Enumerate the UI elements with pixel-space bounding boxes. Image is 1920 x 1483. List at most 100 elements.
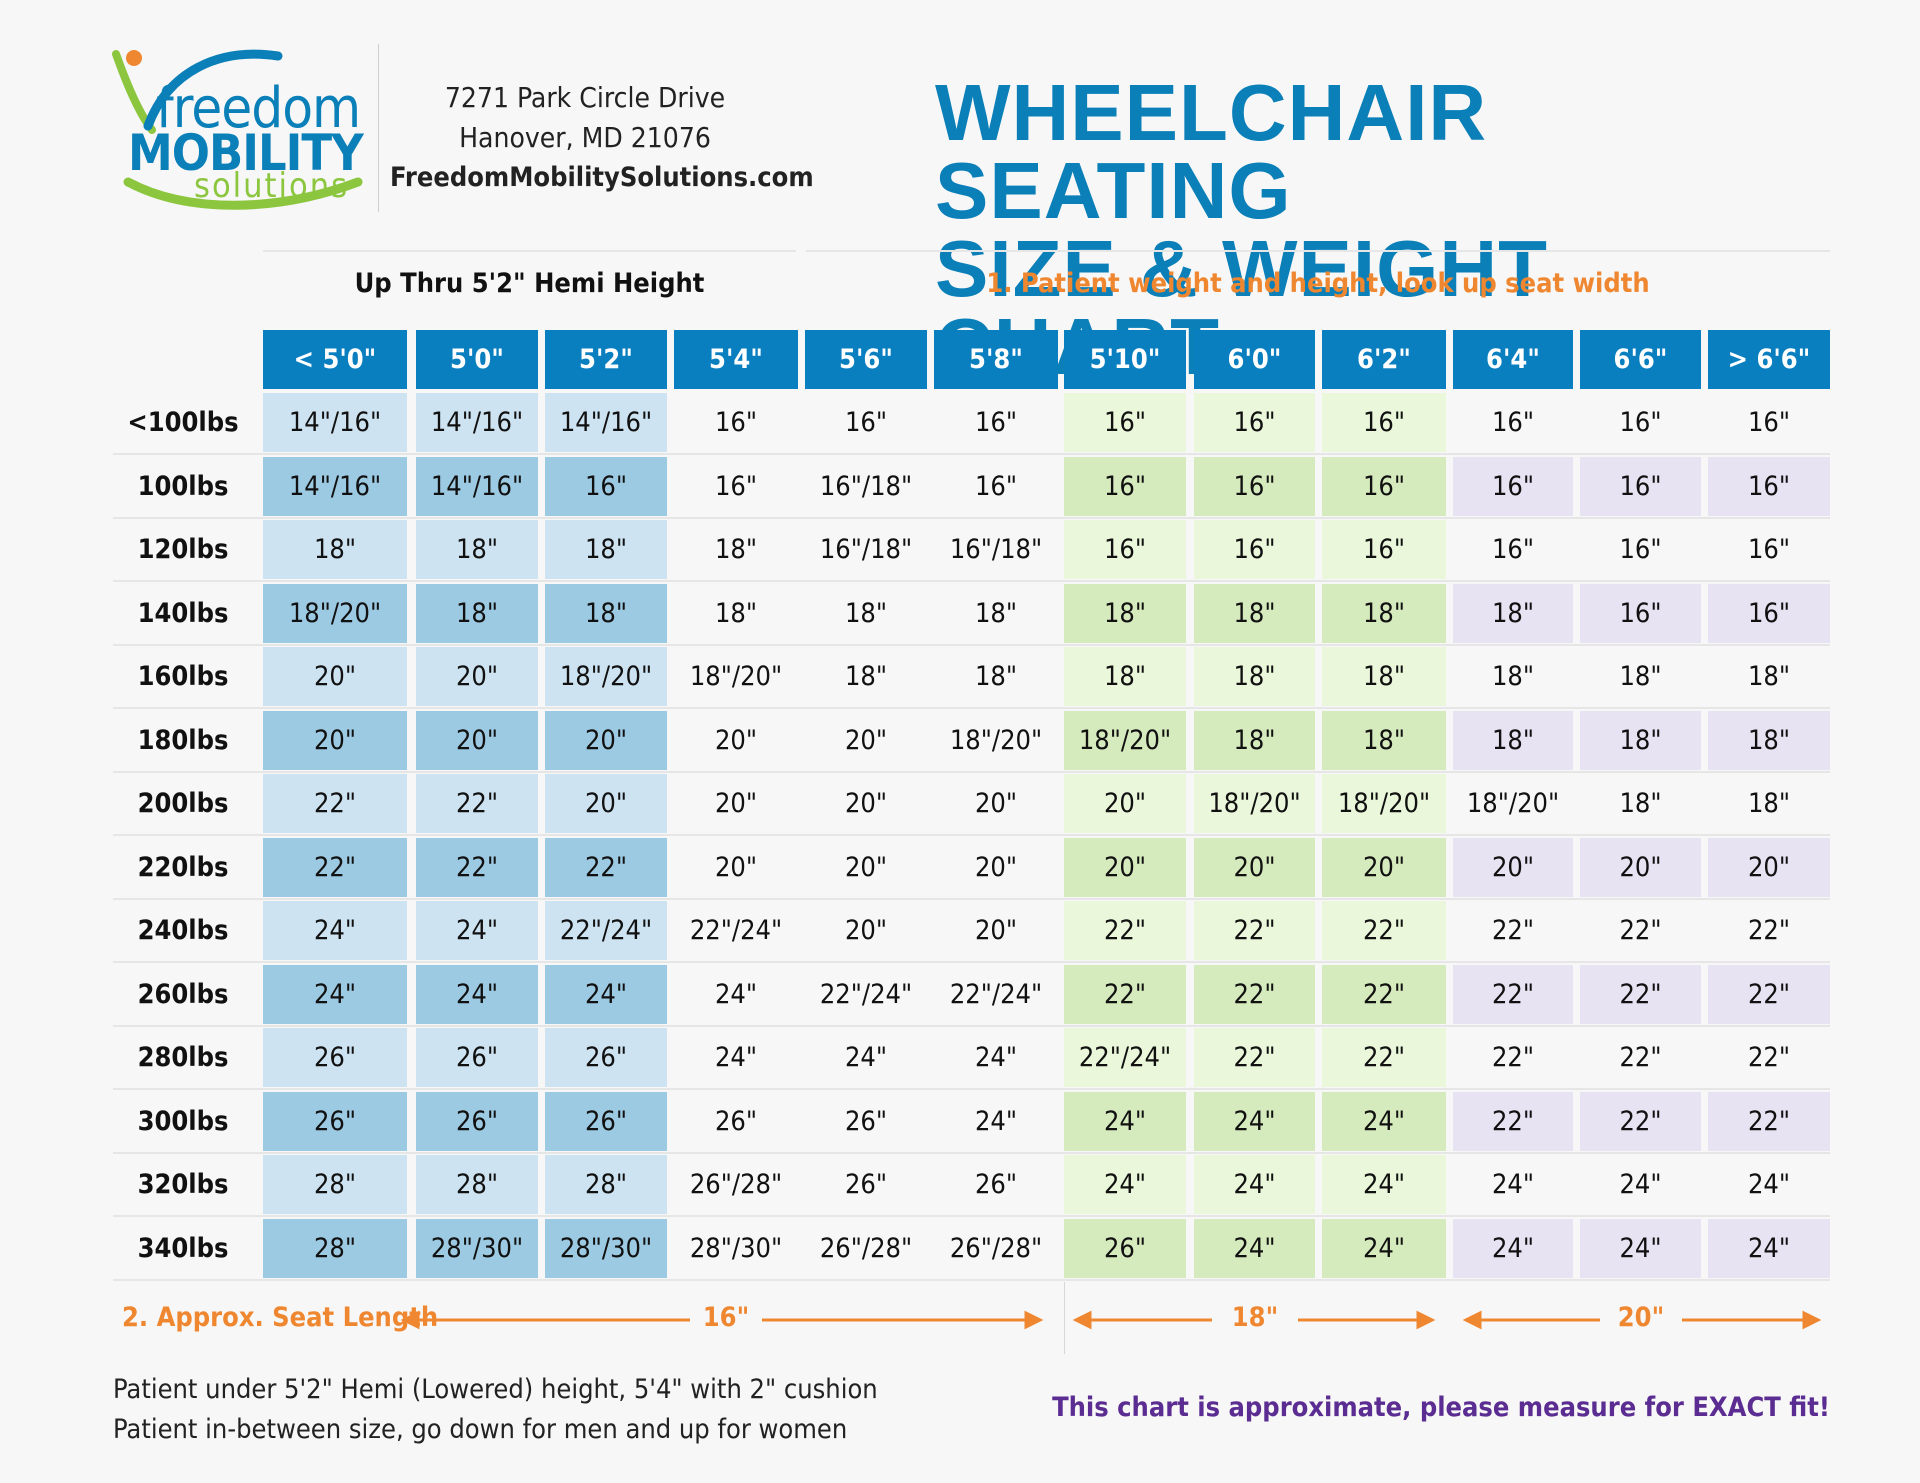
seat-width-cell: 24": [263, 901, 407, 960]
seat-width-cell: 26": [416, 1091, 538, 1151]
seat-width-cell: 18": [1747, 788, 1791, 819]
seat-width-cell: 24": [974, 1105, 1018, 1137]
row-separator: [113, 453, 1830, 455]
hemi-height-label: Up Thru 5'2" Hemi Height: [354, 268, 705, 299]
company-address: 7271 Park Circle Drive Hanover, MD 21076…: [390, 78, 814, 198]
website-link[interactable]: FreedomMobilitySolutions.com: [390, 162, 814, 193]
page-title: WHEELCHAIR SEATING SIZE & WEIGHT CHART: [935, 73, 1835, 387]
seat-width-cell: 18": [1322, 710, 1446, 770]
seat-width-cell: 16"/18": [949, 534, 1043, 565]
seat-width-cell: 28"/30": [689, 1232, 783, 1264]
weight-label: 300lbs: [137, 1105, 229, 1137]
seat-width-cell: 16": [1064, 456, 1186, 516]
seat-length-divider: [1064, 1282, 1065, 1354]
logo-text-freedom: freedom: [156, 76, 361, 141]
seat-width-cell: 16": [1708, 583, 1830, 643]
header-divider: [378, 44, 379, 212]
seat-width-cell: 18": [1194, 583, 1315, 643]
address-city: Hanover, MD 21076: [459, 121, 711, 154]
seat-length-20: 20": [1617, 1302, 1665, 1333]
seat-width-cell: 24": [1322, 1091, 1446, 1151]
seat-width-cell: 20": [974, 851, 1018, 883]
row-separator: [113, 643, 1830, 646]
seat-width-cell: 26": [974, 1169, 1018, 1200]
height-header-2: 5'2": [545, 330, 667, 389]
seat-width-cell: 28": [545, 1155, 667, 1214]
seat-width-cell: 16": [545, 456, 667, 516]
seat-width-cell: 22": [1619, 1042, 1662, 1073]
seat-width-cell: 22": [263, 774, 407, 833]
seat-width-cell: 18": [1064, 647, 1186, 706]
seat-width-cell: 22"/24": [689, 915, 783, 946]
seat-width-cell: 18": [974, 661, 1018, 692]
weight-label: <100lbs: [127, 407, 239, 438]
seat-width-cell: 28": [263, 1218, 407, 1278]
seat-width-cell: 18": [1619, 788, 1662, 819]
seat-width-cell: 20": [714, 851, 758, 883]
seat-width-cell: 16": [1194, 393, 1315, 452]
row-separator: [113, 770, 1830, 773]
seat-width-cell: 24": [1194, 1091, 1315, 1151]
seat-width-cell: 22": [1491, 1042, 1535, 1073]
weight-label: 260lbs: [137, 978, 229, 1010]
seat-width-cell: 22": [416, 774, 538, 833]
seat-width-cell: 26"/28": [819, 1232, 913, 1264]
seat-width-cell: 16": [714, 470, 758, 502]
seat-width-cell: 22": [1491, 915, 1535, 946]
weight-label: 280lbs: [137, 1042, 229, 1073]
row-separator: [113, 516, 1830, 519]
seat-width-cell: 16": [1453, 456, 1573, 516]
seat-width-cell: 26": [416, 1028, 538, 1087]
seat-length-16: 16": [702, 1302, 750, 1333]
seat-width-cell: 14"/16": [263, 393, 407, 452]
height-header-5: 5'8": [934, 330, 1058, 389]
seat-width-cell: 28": [263, 1155, 407, 1214]
row-separator: [113, 834, 1830, 836]
height-header-7: 6'0": [1194, 330, 1315, 389]
height-header-8: 6'2": [1322, 330, 1446, 389]
disclaimer: This chart is approximate, please measur…: [1052, 1392, 1830, 1423]
seat-width-cell: 28": [416, 1155, 538, 1214]
seat-width-cell: 18"/20": [1466, 788, 1560, 819]
seat-width-cell: 22": [1708, 1091, 1830, 1151]
seat-width-cell: 18": [263, 520, 407, 579]
seat-width-cell: 18": [1064, 583, 1186, 643]
seat-width-cell: 18": [844, 597, 888, 629]
seat-width-cell: 20": [416, 647, 538, 706]
seat-width-cell: 24": [1194, 1155, 1315, 1214]
seat-width-cell: 18": [1580, 710, 1701, 770]
seat-width-cell: 20": [416, 710, 538, 770]
seat-width-cell: 22"/24": [949, 978, 1043, 1010]
seat-width-cell: 26"/28": [689, 1169, 783, 1200]
seat-width-cell: 18"/20": [263, 583, 407, 643]
seat-width-cell: 20": [1580, 837, 1701, 897]
row-separator: [113, 580, 1830, 582]
seat-width-cell: 18"/20": [949, 724, 1043, 756]
seat-width-cell: 22": [545, 837, 667, 897]
seat-width-cell: 24": [1322, 1218, 1446, 1278]
seat-width-cell: 24": [974, 1042, 1018, 1073]
seat-width-cell: 18": [545, 583, 667, 643]
weight-label: 320lbs: [137, 1169, 229, 1200]
seat-width-cell: 20": [1194, 837, 1315, 897]
row-separator: [113, 1024, 1830, 1027]
seat-width-cell: 26": [545, 1028, 667, 1087]
seat-width-cell: 22": [1064, 964, 1186, 1024]
seat-width-cell: 26": [263, 1091, 407, 1151]
seat-width-cell: 18": [1322, 647, 1446, 706]
seat-width-cell: 16": [1491, 534, 1535, 565]
seat-width-cell: 16"/18": [819, 470, 913, 502]
seat-width-cell: 26": [844, 1105, 888, 1137]
seat-width-cell: 22"/24": [819, 978, 913, 1010]
seat-width-cell: 16": [1619, 407, 1662, 438]
seat-width-cell: 16": [1708, 456, 1830, 516]
note-hemi: Patient under 5'2" Hemi (Lowered) height…: [113, 1374, 878, 1405]
seat-width-cell: 24": [844, 1042, 888, 1073]
seat-width-cell: 16": [1619, 534, 1662, 565]
seat-width-cell: 20": [844, 915, 888, 946]
seat-width-cell: 16": [1322, 393, 1446, 452]
seat-width-cell: 20": [714, 788, 758, 819]
row-separator: [113, 1215, 1830, 1217]
seat-width-cell: 22": [1453, 1091, 1573, 1151]
seat-width-cell: 20": [263, 647, 407, 706]
